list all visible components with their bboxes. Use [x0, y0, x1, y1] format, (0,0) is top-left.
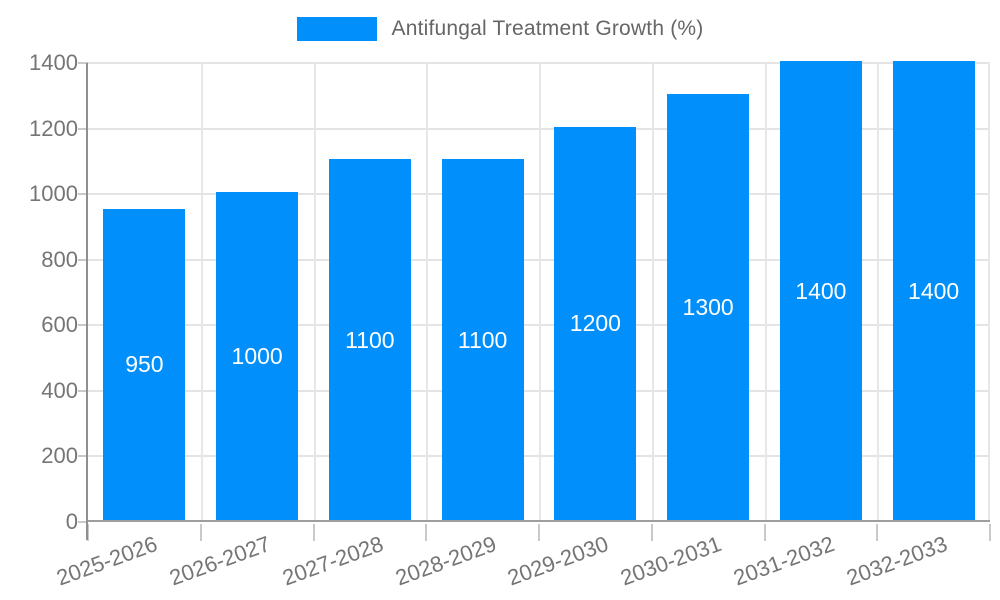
v-gridline: [539, 63, 541, 520]
v-gridline: [652, 63, 654, 520]
x-axis-category-label: 2029-2030: [504, 531, 612, 591]
v-gridline: [201, 63, 203, 520]
chart-legend: Antifungal Treatment Growth (%): [0, 17, 1000, 41]
y-axis-tick: [78, 127, 88, 130]
y-axis-tick: [78, 455, 88, 458]
x-axis-tick: [764, 524, 766, 541]
y-axis-tick: [78, 258, 88, 261]
bar[interactable]: 950: [103, 208, 186, 520]
x-axis-tick: [651, 524, 653, 541]
bar-value-label: 1400: [908, 277, 960, 304]
v-gridline: [426, 63, 428, 520]
x-axis-tick: [313, 524, 315, 541]
x-axis-category-label: 2026-2027: [166, 531, 274, 591]
x-axis-tick: [538, 524, 540, 541]
x-axis-tick: [87, 524, 89, 541]
v-gridline: [877, 63, 879, 520]
v-gridline: [765, 63, 767, 520]
bar[interactable]: 1400: [892, 61, 975, 520]
bar-value-label: 950: [125, 351, 164, 378]
y-axis-tick-label: 400: [41, 377, 78, 403]
x-axis-tick: [876, 524, 878, 541]
y-axis-tick: [78, 193, 88, 196]
y-axis-tick-label: 200: [41, 443, 78, 469]
bar[interactable]: 1300: [667, 93, 750, 520]
v-gridline: [988, 63, 990, 520]
y-axis-tick-label: 0: [65, 509, 78, 534]
y-axis-tick: [78, 521, 88, 523]
x-axis-tick: [200, 524, 202, 541]
y-axis-tick: [78, 324, 88, 327]
legend-label: Antifungal Treatment Growth (%): [391, 17, 704, 40]
y-axis-tick-label: 1400: [29, 50, 78, 75]
x-axis-category-label: 2031-2032: [730, 531, 838, 591]
bar[interactable]: 1200: [554, 126, 637, 520]
v-gridline: [314, 63, 316, 520]
bar-value-label: 1300: [682, 293, 734, 320]
bar[interactable]: 1400: [779, 61, 862, 520]
x-axis-category-label: 2028-2029: [391, 531, 500, 591]
legend-swatch-icon: [296, 17, 377, 41]
y-axis-tick-label: 1200: [29, 115, 78, 141]
x-axis-tick: [989, 524, 991, 541]
bar[interactable]: 1100: [441, 159, 524, 520]
x-axis-category-label: 2027-2028: [279, 531, 387, 591]
x-axis-category-label: 2032-2033: [842, 531, 951, 591]
bar[interactable]: 1100: [328, 159, 411, 520]
x-axis-tick: [425, 524, 427, 541]
y-axis-tick: [78, 389, 88, 392]
y-axis-tick-label: 600: [41, 312, 78, 338]
y-axis-tick: [78, 62, 88, 64]
y-axis-tick-label: 800: [41, 246, 78, 272]
bar-value-label: 1000: [231, 343, 283, 370]
bar-value-label: 1100: [457, 326, 508, 353]
bar-value-label: 1200: [569, 310, 621, 337]
bar-value-label: 1400: [795, 277, 847, 304]
x-axis-category-label: 2030-2031: [617, 531, 725, 591]
plot-area: 950 1000 1100 1100 1200 1300 1400 1400: [88, 61, 990, 522]
bar-value-label: 1100: [345, 326, 395, 353]
y-axis-line: [86, 63, 88, 540]
x-axis-category-label: 2025-2026: [53, 531, 161, 591]
bar[interactable]: 1000: [216, 192, 299, 520]
y-axis-tick-label: 1000: [29, 181, 78, 207]
legend-item[interactable]: Antifungal Treatment Growth (%): [296, 17, 704, 41]
